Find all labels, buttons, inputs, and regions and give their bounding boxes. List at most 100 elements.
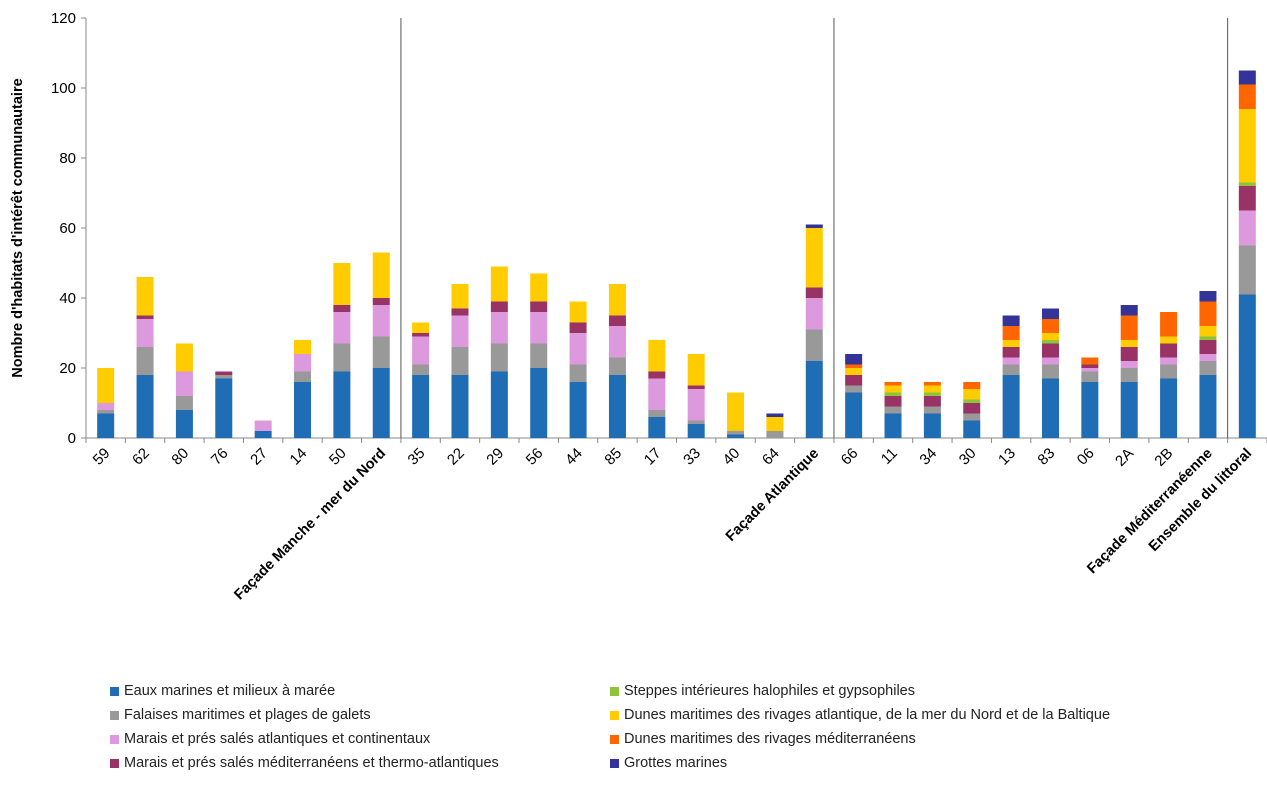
bar-segment: [1199, 336, 1217, 340]
x-tick-label: 80: [168, 445, 192, 469]
bar-segment: [1120, 368, 1138, 382]
bar-segment: [1081, 371, 1099, 382]
x-tick-label: 59: [90, 445, 114, 469]
y-tick-label: 60: [59, 220, 76, 237]
bar-segment: [1160, 378, 1178, 438]
bar-segment: [412, 322, 430, 333]
bar-segment: [1199, 354, 1217, 361]
bar-segment: [805, 224, 823, 228]
bar-segment: [1081, 357, 1099, 365]
bar-segment: [687, 420, 705, 424]
bar-segment: [1160, 336, 1178, 344]
bar-segment: [963, 399, 981, 403]
bar-segment: [648, 340, 666, 372]
bar-segment: [1081, 368, 1099, 372]
bar-segment: [372, 298, 390, 305]
legend-swatch: [610, 734, 619, 744]
bar-segment: [805, 298, 823, 330]
bar-segment: [1238, 186, 1256, 211]
y-tick-label: 20: [59, 360, 76, 377]
bar-segment: [569, 322, 587, 333]
bar-segment: [175, 410, 193, 438]
bar-segment: [490, 312, 508, 344]
bar-segment: [490, 266, 508, 302]
bar-segment: [569, 301, 587, 323]
bar-segment: [727, 431, 745, 435]
bar-segment: [963, 413, 981, 421]
bar-segment: [294, 382, 312, 438]
bar-segment: [175, 396, 193, 410]
bar-segment: [923, 413, 941, 438]
bar-segment: [845, 375, 863, 386]
bar-segment: [412, 375, 430, 438]
bar-segment: [1160, 343, 1178, 358]
bar-segment: [333, 312, 351, 344]
bar-segment: [884, 392, 902, 396]
legend-label: Steppes intérieures halophiles et gypsop…: [624, 683, 915, 699]
bar-segment: [963, 382, 981, 389]
legend-item: Dunes maritimes des rivages méditerranée…: [610, 731, 916, 747]
bar-segment: [1238, 210, 1256, 246]
bar-segment: [569, 382, 587, 438]
bar-segment: [215, 378, 233, 438]
bar-segment: [845, 364, 863, 368]
legend-swatch: [610, 710, 619, 720]
bar-segment: [1160, 357, 1178, 365]
bar-segment: [136, 315, 154, 319]
x-tick-label: 50: [326, 445, 350, 469]
bar-segment: [608, 326, 626, 358]
bar-segment: [963, 420, 981, 438]
legend-item: Falaises maritimes et plages de galets: [110, 707, 371, 723]
bar-segment: [372, 368, 390, 438]
bar-segment: [1002, 375, 1020, 438]
bar-segment: [1041, 340, 1059, 344]
bar-segment: [884, 396, 902, 407]
y-tick-label: 80: [59, 150, 76, 167]
bar-segment: [1238, 70, 1256, 85]
x-tick-label: 62: [129, 445, 153, 469]
x-tick-label: 56: [523, 445, 547, 469]
bar-segment: [923, 396, 941, 407]
bar-segment: [648, 378, 666, 410]
bar-segment: [136, 319, 154, 347]
bar-segment: [412, 364, 430, 375]
bar-segment: [490, 301, 508, 312]
legend-item: Eaux marines et milieux à marée: [110, 683, 335, 699]
bar-segment: [530, 273, 548, 302]
x-tick-label: 85: [601, 445, 625, 469]
bar-segment: [1199, 340, 1217, 354]
bar-segment: [923, 385, 941, 393]
bar-segment: [97, 413, 115, 438]
bar-segment: [687, 424, 705, 438]
bar-segment: [1199, 291, 1217, 302]
bar-segment: [1199, 375, 1217, 438]
x-tick-label: 64: [759, 445, 783, 469]
y-tick-label: 120: [51, 10, 76, 27]
bar-segment: [884, 382, 902, 386]
bar-segment: [727, 434, 745, 438]
bar-segment: [687, 385, 705, 389]
bar-segment: [294, 354, 312, 372]
bar-segment: [1238, 182, 1256, 186]
legend-swatch: [610, 686, 619, 696]
legend-swatch: [110, 710, 119, 720]
bar-segment: [451, 347, 469, 375]
bar-segment: [1041, 343, 1059, 358]
bar-segment: [1199, 361, 1217, 375]
bar-segment: [451, 315, 469, 347]
bar-segment: [333, 343, 351, 372]
bar-segment: [254, 431, 272, 438]
legend-label: Marais et prés salés atlantiques et cont…: [124, 731, 431, 747]
x-tick-label: 13: [995, 445, 1019, 469]
x-tick-label: 22: [444, 445, 468, 469]
bar-segment: [687, 389, 705, 421]
x-tick-label: 17: [641, 445, 665, 469]
bar-segment: [294, 340, 312, 354]
bar-segment: [884, 406, 902, 414]
bar-segment: [136, 375, 154, 438]
legend-swatch: [110, 686, 119, 696]
bar-segment: [451, 308, 469, 316]
bar-segment: [333, 371, 351, 438]
bar-segment: [1041, 357, 1059, 365]
